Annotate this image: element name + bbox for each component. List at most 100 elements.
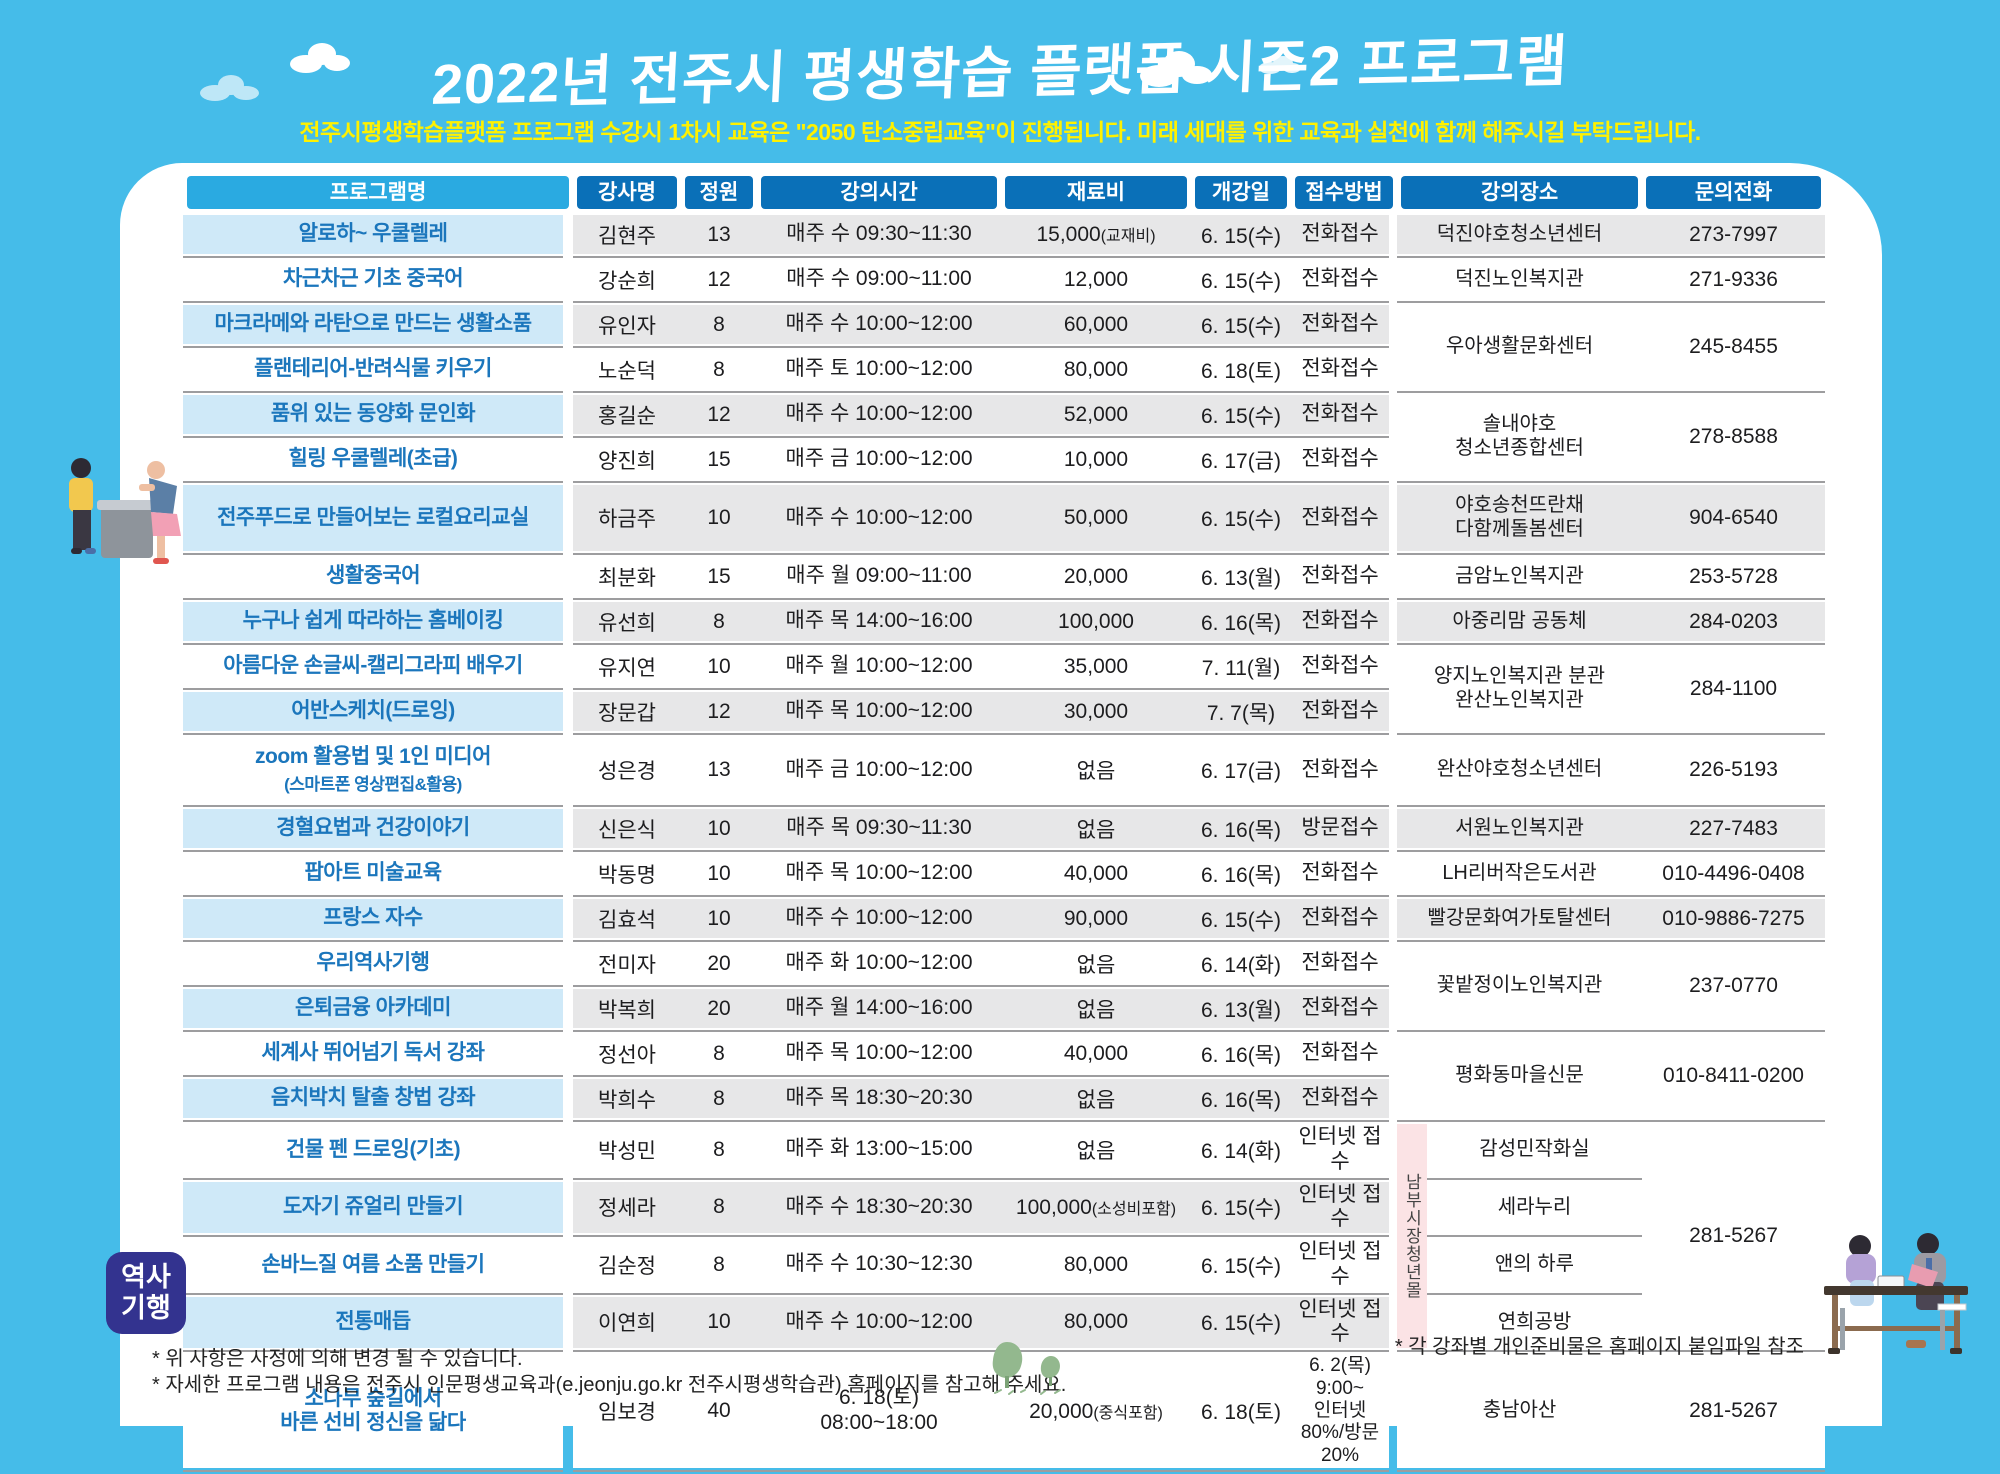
cell-start-date: 6. 18(토) [1191, 1354, 1291, 1473]
cell-instructor: 정선아 [573, 1034, 681, 1077]
cell-time: 매주 수 10:00~12:00 [757, 899, 1001, 942]
cell-location: 우아생활문화센터 [1397, 305, 1642, 393]
meeting-illustration [1824, 1233, 1968, 1354]
cell-method: 전화접수 [1291, 944, 1397, 987]
cell-fee: 15,000(교재비) [1001, 215, 1191, 258]
cell-phone: 010-8411-0200 [1642, 1034, 1825, 1122]
cell-method: 전화접수 [1291, 737, 1397, 807]
cell-instructor: 김효석 [573, 899, 681, 942]
cell-instructor: 유인자 [573, 305, 681, 348]
cell-time: 매주 수 18:30~20:30 [757, 1181, 1001, 1237]
cell-capacity: 13 [681, 215, 757, 258]
cell-capacity: 8 [681, 1239, 757, 1295]
cell-capacity: 15 [681, 557, 757, 600]
cell-start-date: 6. 16(목) [1191, 602, 1291, 645]
cell-capacity: 13 [681, 737, 757, 807]
cell-program-name: zoom 활용법 및 1인 미디어 (스마트폰 영상편집&활용) [183, 737, 573, 807]
cell-time: 매주 목 09:30~11:30 [757, 809, 1001, 852]
cell-location: 감성민작화실 [1427, 1124, 1642, 1180]
cell-program-name: 마크라메와 라탄으로 만드는 생활소품 [183, 305, 573, 348]
cell-fee: 40,000 [1001, 1034, 1191, 1077]
cell-instructor: 박희수 [573, 1079, 681, 1122]
table-row: 누구나 쉽게 따라하는 홈베이킹 유선희 8 매주 목 14:00~16:00 100,… [183, 602, 1825, 645]
cell-instructor: 신은식 [573, 809, 681, 852]
cell-program-name: 전통매듭 [183, 1296, 573, 1352]
cell-program-name: 알로하~ 우쿨렐레 [183, 215, 573, 258]
cell-method: 전화접수 [1291, 989, 1397, 1032]
cell-program-name: 도자기 쥬얼리 만들기 [183, 1181, 573, 1237]
cell-location: 아중리맘 공동체 [1397, 602, 1642, 645]
cell-time: 매주 목 18:30~20:30 [757, 1079, 1001, 1122]
table-header-row: 프로그램명 강사명 정원 강의시간 재료비 개강일 접수방법 강의장소 문의전화 [183, 176, 1825, 209]
cell-program-name: 경혈요법과 건강이야기 [183, 809, 573, 852]
cell-capacity: 10 [681, 899, 757, 942]
cell-fee: 80,000 [1001, 1239, 1191, 1295]
cell-capacity: 8 [681, 305, 757, 348]
cell-location: 야호송천뜨란채 다함께돌봄센터 [1397, 485, 1642, 555]
trees-illustration [992, 1342, 1061, 1395]
cell-program-name: 세계사 뛰어넘기 독서 강좌 [183, 1034, 573, 1077]
cell-fee: 30,000 [1001, 692, 1191, 735]
cell-instructor: 전미자 [573, 944, 681, 987]
cell-fee: 100,000 [1001, 602, 1191, 645]
cell-location: 평화동마을신문 [1397, 1034, 1642, 1122]
cell-instructor: 이연희 [573, 1296, 681, 1352]
cell-location: 완산야호청소년센터 [1397, 737, 1642, 807]
cell-fee: 35,000 [1001, 647, 1191, 690]
cell-instructor: 강순희 [573, 260, 681, 303]
footer-note-right: * 각 강좌별 개인준비물은 홈페이지 붙임파일 참조 [1394, 1336, 1804, 1358]
cell-capacity: 12 [681, 692, 757, 735]
cell-method: 전화접수 [1291, 602, 1397, 645]
header-date: 개강일 [1195, 176, 1287, 209]
table-row: 아름다운 손글씨-캘리그라피 배우기 유지연 10 매주 월 10:00~12:00 3… [183, 647, 1825, 735]
page-title: 2022년 전주시 평생학습 플랫폼 시즌2 프로그램 [430, 29, 1570, 116]
cell-time: 매주 화 13:00~15:00 [757, 1124, 1001, 1180]
cell-time: 매주 목 10:00~12:00 [757, 854, 1001, 897]
table-row: 음치박치 탈출 창법 강좌 박희수 8 매주 목 18:30~20:30 없음 6. 16… [183, 1079, 1825, 1122]
table-row: 마크라메와 라탄으로 만드는 생활소품 유인자 8 매주 수 10:00~12:00 6… [183, 305, 1825, 393]
cell-capacity: 12 [681, 395, 757, 438]
cell-program-name: 어반스케치(드로잉) [183, 692, 573, 735]
cell-start-date: 6. 17(금) [1191, 737, 1291, 807]
fee-note: (중식포함) [1093, 1404, 1163, 1422]
cell-start-date: 6. 13(월) [1191, 989, 1291, 1032]
cell-time: 매주 토 10:00~12:00 [757, 350, 1001, 393]
cell-method: 6. 2(목) 9:00~ 인터넷 80%/방문 20% [1291, 1354, 1397, 1473]
cell-time: 매주 수 10:00~12:00 [757, 305, 1001, 348]
cell-method: 전화접수 [1291, 485, 1397, 555]
cell-location: 서원노인복지관 [1397, 809, 1642, 852]
cell-method: 전화접수 [1291, 647, 1397, 690]
cell-start-date: 6. 15(수) [1191, 395, 1291, 438]
cell-location: 솔내야호 청소년종합센터 [1397, 395, 1642, 483]
table-row: 세계사 뛰어넘기 독서 강좌 정선아 8 매주 목 10:00~12:00 40,000… [183, 1034, 1825, 1122]
table-row: 품위 있는 동양화 문인화 홍길순 12 매주 수 10:00~12:00 52,000… [183, 395, 1825, 483]
cell-start-date: 6. 16(목) [1191, 809, 1291, 852]
cell-start-date: 6. 14(화) [1191, 1124, 1291, 1180]
table-row: 알로하~ 우쿨렐레 김현주 13 매주 수 09:30~11:30 15,000(교재비… [183, 215, 1825, 258]
cell-program-name: 차근차근 기초 중국어 [183, 260, 573, 303]
program-subtitle: (스마트폰 영상편집&활용) [284, 774, 462, 794]
cell-capacity: 10 [681, 854, 757, 897]
table-row: 전주푸드로 만들어보는 로컬요리교실 하금주 10 매주 수 10:00~12:00 5… [183, 485, 1825, 555]
cell-method: 전화접수 [1291, 440, 1397, 483]
cell-fee: 90,000 [1001, 899, 1191, 942]
cell-phone: 010-9886-7275 [1642, 899, 1825, 942]
cell-instructor: 박성민 [573, 1124, 681, 1180]
cell-time: 매주 월 10:00~12:00 [757, 647, 1001, 690]
cell-capacity: 8 [681, 1079, 757, 1122]
cell-method: 전화접수 [1291, 215, 1397, 258]
cloud-icon [200, 75, 259, 101]
cell-phone: 245-8455 [1642, 305, 1825, 393]
table-row: 팝아트 미술교육 박동명 10 매주 목 10:00~12:00 40,000 6. 16… [183, 854, 1825, 897]
cell-method: 전화접수 [1291, 692, 1397, 735]
cell-location: 연희공방 [1427, 1296, 1642, 1352]
cell-time: 매주 월 14:00~16:00 [757, 989, 1001, 1032]
cell-method: 전화접수 [1291, 350, 1397, 393]
cell-location: 꽃밭정이노인복지관 [1397, 944, 1642, 1032]
table-row: 경혈요법과 건강이야기 신은식 10 매주 목 09:30~11:30 없음 6. 16(… [183, 809, 1825, 852]
table-row: zoom 활용법 및 1인 미디어 (스마트폰 영상편집&활용) 성은경 13 매주 금… [183, 737, 1825, 807]
cell-instructor: 유선희 [573, 602, 681, 645]
cell-start-date: 7. 7(목) [1191, 692, 1291, 735]
cell-fee: 50,000 [1001, 485, 1191, 555]
cell-capacity: 12 [681, 260, 757, 303]
